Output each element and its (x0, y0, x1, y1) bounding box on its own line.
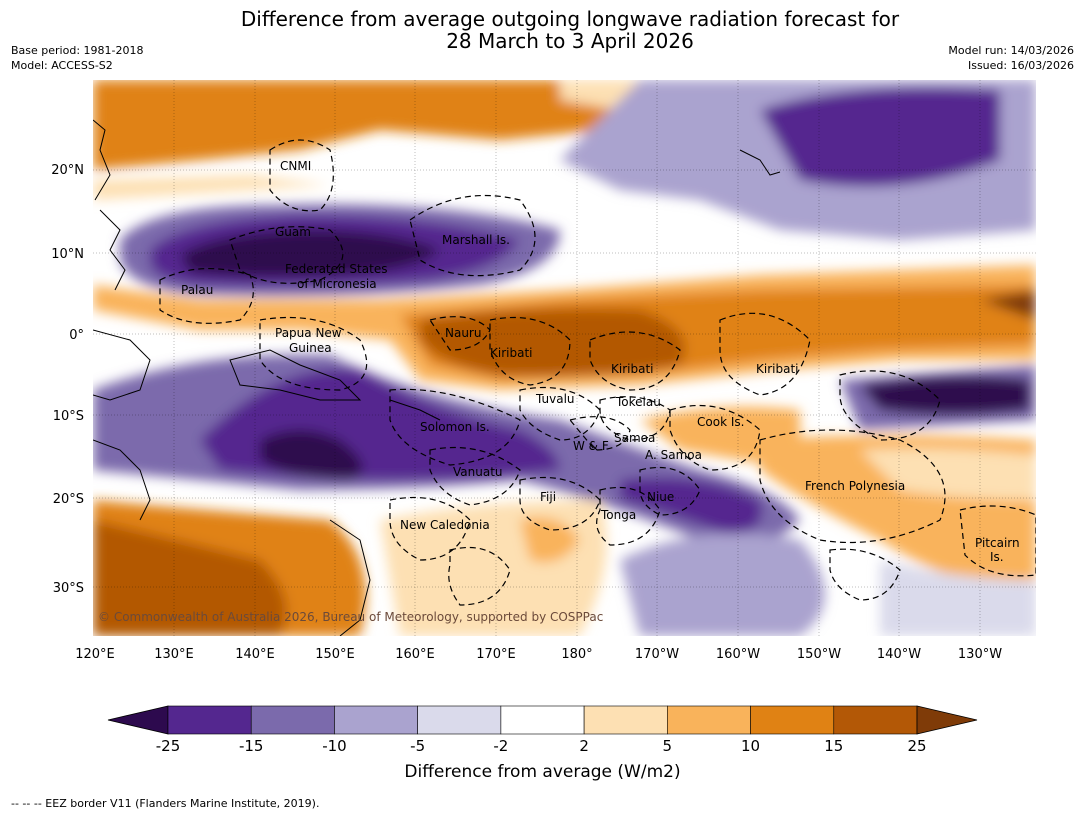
lon-tick: 150°E (315, 647, 355, 662)
lon-tick: 170°W (635, 647, 679, 662)
place-labels: CNMI Guam Marshall Is. Federated States … (181, 159, 1020, 564)
place-label: French Polynesia (805, 479, 905, 493)
place-label: Kiribati (611, 362, 653, 376)
place-label: Guam (275, 225, 311, 239)
lat-tick: 0° (69, 328, 84, 343)
lon-tick: 140°E (235, 647, 275, 662)
graticule (93, 80, 1036, 636)
anomaly-field (93, 80, 1036, 636)
colorbar-swatch (417, 705, 502, 735)
lon-tick: 140°W (877, 647, 921, 662)
lon-tick: 130°W (958, 647, 1002, 662)
lat-axis: 20°N 10°N 0° 10°S 20°S 30°S (51, 163, 84, 596)
colorbar-extend-high (916, 705, 978, 735)
place-label: Samoa (614, 431, 655, 445)
lon-tick: 170°E (476, 647, 516, 662)
colorbar-tick-label: 15 (824, 737, 843, 755)
place-label: New Caledonia (400, 518, 490, 532)
place-label: Solomon Is. (420, 420, 490, 434)
colorbar-swatch (583, 705, 668, 735)
colorbar: -25 -15 -10 -5 -2 2 5 10 15 25 (107, 705, 978, 755)
colorbar-swatch (334, 705, 418, 735)
place-label: Papua New (275, 326, 342, 340)
place-label: W & F (573, 439, 609, 453)
title-line-2: 28 March to 3 April 2026 (446, 29, 694, 53)
colorbar-tick-label: -2 (493, 737, 508, 755)
place-label: Vanuatu (453, 465, 503, 479)
colorbar-swatch (250, 705, 335, 735)
eez-borders (159, 139, 1036, 606)
colorbar-tick-label: 10 (741, 737, 760, 755)
base-period: Base period: 1981-2018 (11, 44, 144, 57)
place-label: Tokelau (615, 395, 661, 409)
colorbar-tick-label: -15 (239, 737, 264, 755)
field-orange-north (93, 80, 640, 170)
colorbar-tick-label: -5 (410, 737, 425, 755)
colorbar-swatch (833, 705, 918, 735)
colorbar-swatch (500, 705, 585, 735)
colorbar-tick-label: 2 (579, 737, 589, 755)
model-name: Model: ACCESS-S2 (11, 59, 113, 72)
place-label: Guinea (289, 341, 332, 355)
place-label: Cook Is. (697, 415, 744, 429)
colorbar-tick-label: 25 (907, 737, 926, 755)
copyright-text: © Commonwealth of Australia 2026, Bureau… (98, 610, 603, 624)
colorbar-swatch (750, 705, 835, 735)
place-label: Nauru (445, 326, 481, 340)
chart-title: Difference from average outgoing longwav… (0, 8, 1085, 52)
lon-tick: 150°W (797, 647, 841, 662)
eez-footnote: -- -- -- EEZ border V11 (Flanders Marine… (11, 797, 320, 810)
colorbar-tick-label: -10 (322, 737, 347, 755)
coastlines (93, 119, 781, 636)
lon-tick: 160°E (395, 647, 435, 662)
place-label: Is. (990, 550, 1004, 564)
colorbar-tick-label: -25 (156, 737, 181, 755)
lon-tick: 180° (561, 647, 592, 662)
place-label: Marshall Is. (442, 233, 510, 247)
colorbar-tick-label: 5 (663, 737, 673, 755)
place-label: A. Samoa (645, 448, 702, 462)
lon-axis: 120°E 130°E 140°E 150°E 160°E 170°E 180°… (75, 647, 1002, 662)
colorbar-swatch (667, 705, 751, 735)
colorbar-extend-low (107, 705, 169, 735)
lat-tick: 30°S (53, 581, 84, 596)
lat-tick: 20°S (53, 492, 84, 507)
model-run: Model run: 14/03/2026 (948, 44, 1074, 57)
title-line-1: Difference from average outgoing longwav… (240, 7, 900, 31)
place-label: Niue (647, 490, 674, 504)
colorbar-swatch (167, 705, 252, 735)
place-label: Tuvalu (535, 392, 575, 406)
lat-tick: 10°N (51, 247, 84, 262)
issued-date: Issued: 16/03/2026 (967, 59, 1074, 72)
place-label: Fiji (540, 490, 556, 504)
place-label: CNMI (280, 159, 311, 173)
lon-tick: 160°W (716, 647, 760, 662)
place-label: Palau (181, 283, 213, 297)
place-label: Pitcairn (975, 536, 1020, 550)
lon-tick: 130°E (154, 647, 194, 662)
place-label: Kiribati (756, 362, 798, 376)
place-label: Federated States (285, 262, 387, 276)
lat-tick: 20°N (51, 163, 84, 178)
place-label: Tonga (600, 508, 636, 522)
header-right: Model run: 14/03/2026 Issued: 16/03/2026 (948, 43, 1074, 73)
colorbar-title: Difference from average (W/m2) (404, 762, 681, 782)
lat-tick: 10°S (53, 409, 84, 424)
lon-tick: 120°E (75, 647, 115, 662)
header-left: Base period: 1981-2018 Model: ACCESS-S2 (11, 43, 143, 73)
place-label: Kiribati (490, 346, 532, 360)
place-label: of Micronesia (297, 277, 377, 291)
